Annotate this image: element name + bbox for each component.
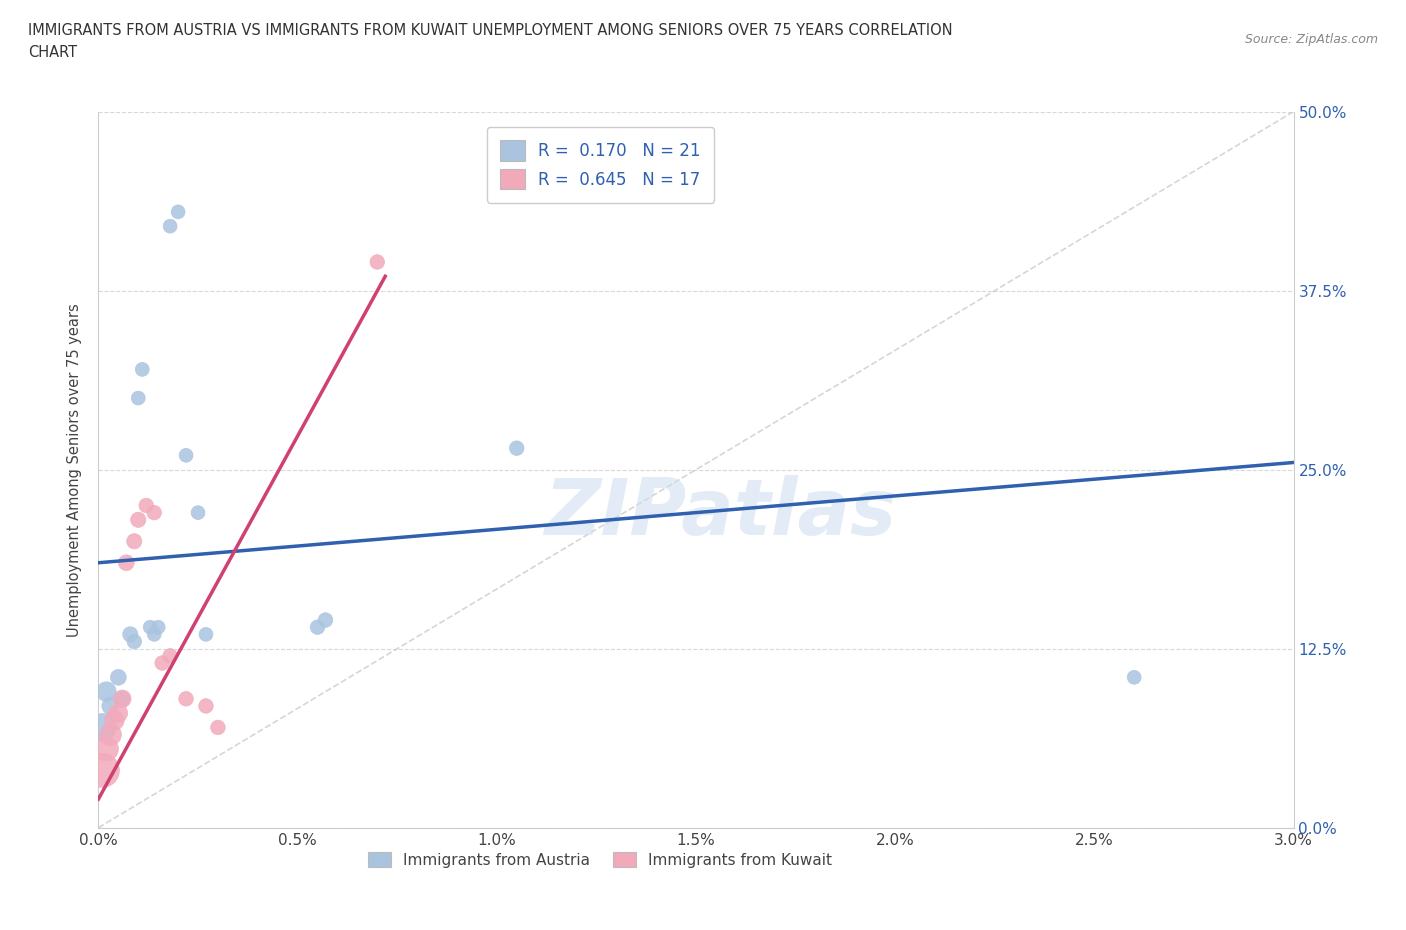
Point <box>98 727 122 742</box>
Point <box>506 441 529 456</box>
Point <box>107 670 129 684</box>
Point <box>111 691 134 706</box>
Point <box>115 555 138 570</box>
Text: Source: ZipAtlas.com: Source: ZipAtlas.com <box>1244 33 1378 46</box>
Point <box>366 255 388 270</box>
Text: IMMIGRANTS FROM AUSTRIA VS IMMIGRANTS FROM KUWAIT UNEMPLOYMENT AMONG SENIORS OVE: IMMIGRANTS FROM AUSTRIA VS IMMIGRANTS FR… <box>28 23 953 38</box>
Point <box>143 627 166 642</box>
Point <box>131 362 153 377</box>
Point <box>139 619 162 634</box>
Point <box>103 712 125 727</box>
Point <box>207 720 229 735</box>
Point <box>174 448 197 463</box>
Point <box>111 691 134 706</box>
Point <box>96 741 118 756</box>
Point <box>127 512 149 527</box>
Point <box>174 691 197 706</box>
Text: ZIPatlas: ZIPatlas <box>544 474 896 551</box>
Point <box>195 698 218 713</box>
Text: CHART: CHART <box>28 45 77 60</box>
Point <box>148 619 170 634</box>
Legend: Immigrants from Austria, Immigrants from Kuwait: Immigrants from Austria, Immigrants from… <box>363 845 838 874</box>
Point <box>120 627 142 642</box>
Point <box>127 391 149 405</box>
Point <box>124 534 146 549</box>
Point <box>150 656 173 671</box>
Point <box>167 205 190 219</box>
Point <box>187 505 209 520</box>
Point <box>307 619 329 634</box>
Point <box>91 763 114 777</box>
Point <box>143 505 166 520</box>
Point <box>195 627 218 642</box>
Point <box>315 613 337 628</box>
Point <box>135 498 157 513</box>
Point <box>96 684 118 699</box>
Point <box>159 648 181 663</box>
Point <box>1123 670 1146 684</box>
Point <box>98 698 122 713</box>
Point <box>91 720 114 735</box>
Point <box>107 706 129 721</box>
Y-axis label: Unemployment Among Seniors over 75 years: Unemployment Among Seniors over 75 years <box>67 303 83 636</box>
Point <box>159 219 181 233</box>
Point <box>124 634 146 649</box>
